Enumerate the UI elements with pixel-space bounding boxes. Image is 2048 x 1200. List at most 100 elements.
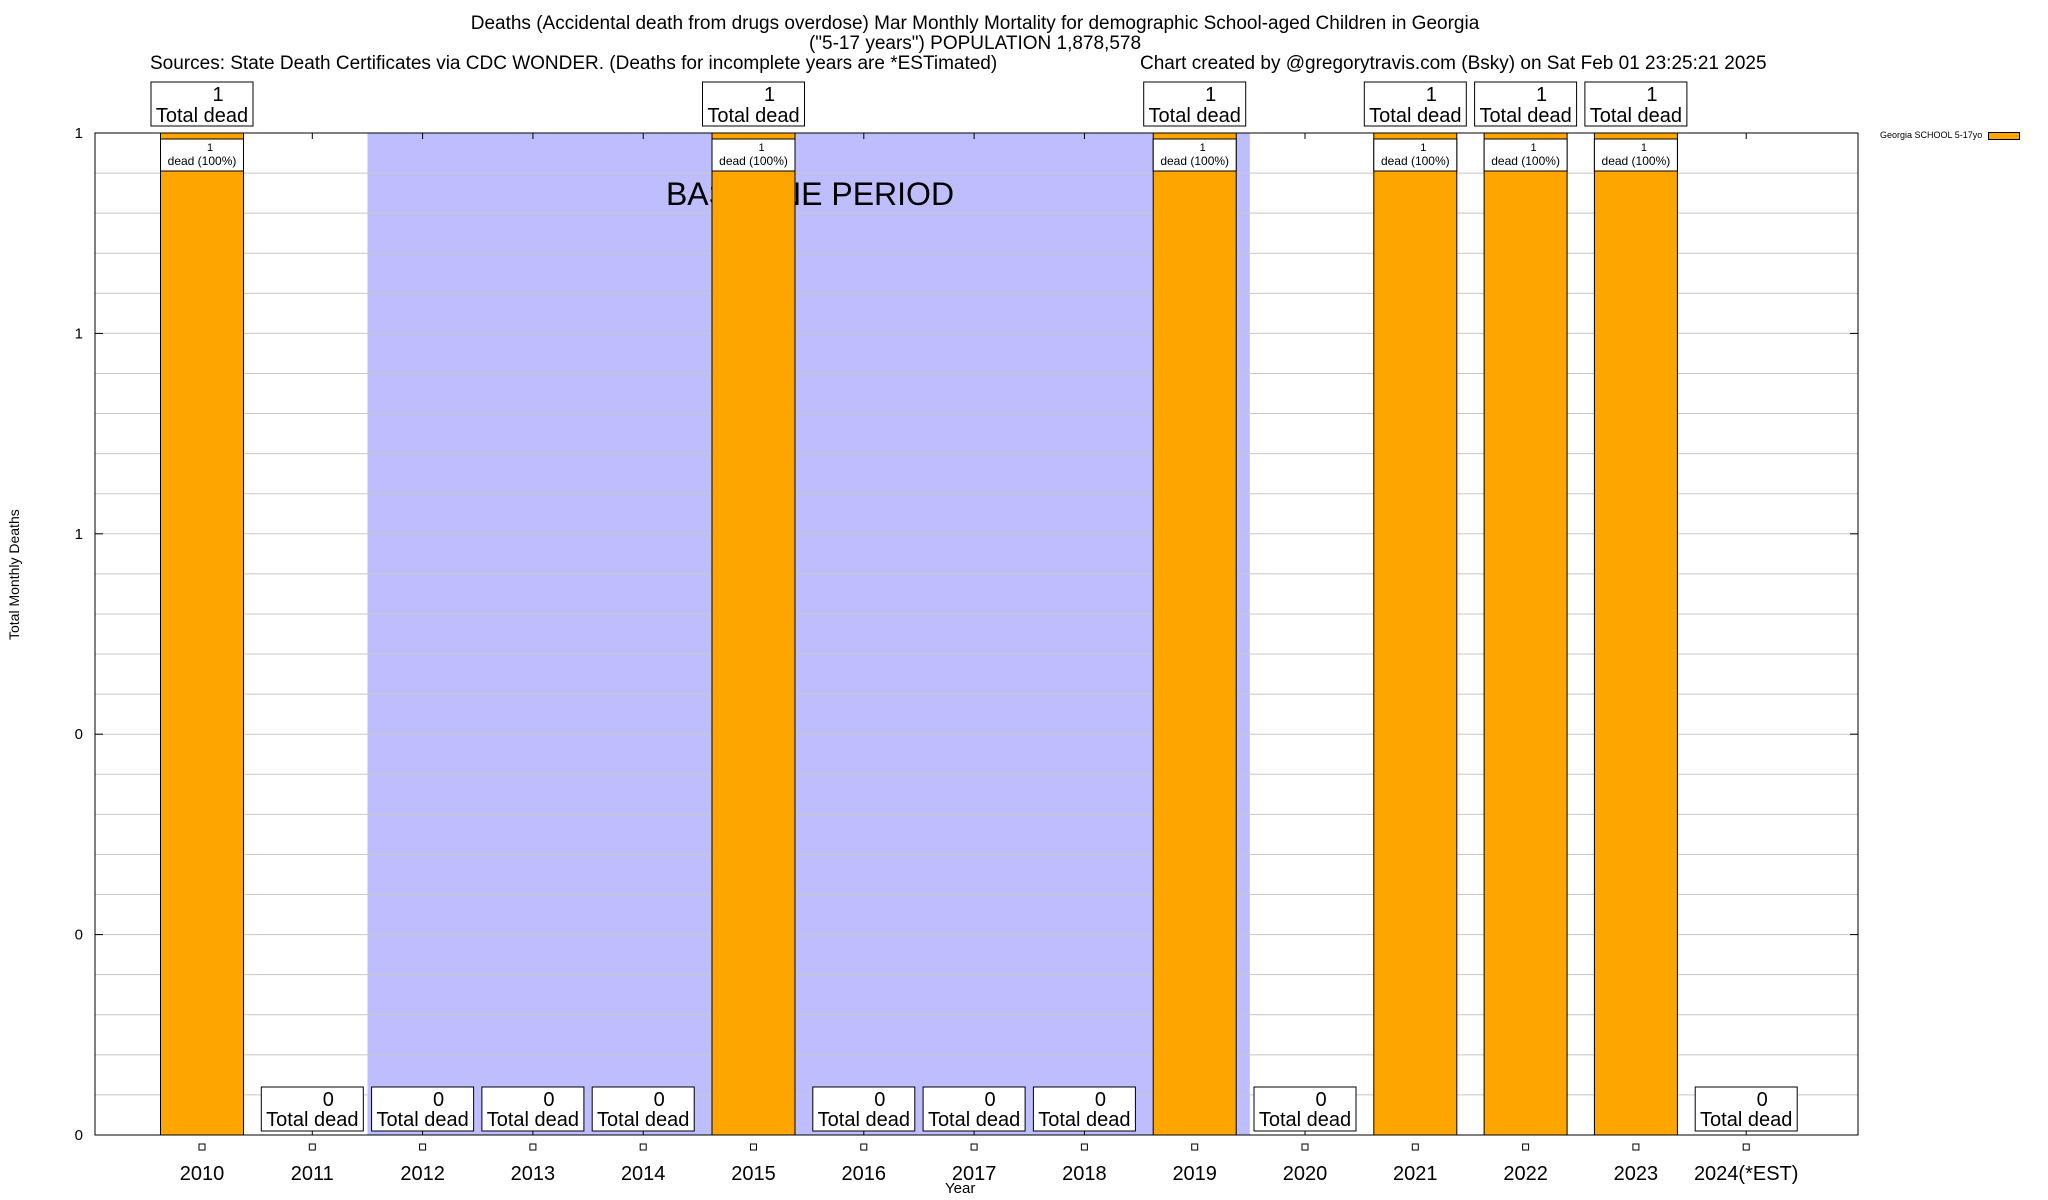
bar-inner-label-value: 1 [1420,142,1426,154]
legend-swatch [1988,131,2021,140]
total-label-value: 1 [1646,84,1657,106]
x-tick-label: 2013 [511,1163,556,1185]
bar-inner-label-value: 1 [207,142,213,154]
x-tick-label: 2021 [1393,1163,1438,1185]
bar-inner-label-box [711,138,796,172]
total-label-text: Total dead [1369,105,1461,127]
y-tick-label: 1 [75,526,83,543]
bar-inner-label-box [1593,138,1678,172]
chart-title-line1: Deaths (Accidental death from drugs over… [470,13,1480,34]
total-label-text: Total dead [707,105,799,127]
x-marker [198,1143,206,1151]
total-label-text: Total dead [1259,1109,1351,1131]
x-tick-label: 2023 [1614,1163,1659,1185]
total-label-value: 0 [433,1089,444,1111]
total-label-text: Total dead [487,1109,579,1131]
total-label-value: 0 [985,1089,996,1111]
bar [1152,132,1237,1136]
bar-inner-label-text: dead (100%) [1491,154,1560,168]
x-marker [1632,1143,1640,1151]
total-label-text: Total dead [266,1109,358,1131]
bar-inner-label-value: 1 [1200,142,1206,154]
x-marker [970,1143,978,1151]
legend-label: Georgia SCHOOL 5-17yo [1880,130,1983,140]
total-label-box [1032,1086,1136,1132]
x-tick-label: 2011 [291,1163,334,1185]
chart-credit: Chart created by @gregorytravis.com (Bsk… [1140,53,1767,74]
x-tick-label: 2018 [1062,1163,1107,1185]
x-tick-label: 2015 [731,1163,776,1185]
total-label-box [1143,81,1247,127]
bar-inner-label-text: dead (100%) [719,154,788,168]
plot-frame [94,132,1859,1136]
total-label-text: Total dead [376,1109,468,1131]
total-label-value: 0 [1095,1089,1106,1111]
total-label-value: 0 [874,1089,885,1111]
total-label-value: 0 [1757,1089,1768,1111]
total-label-value: 1 [764,84,775,106]
x-tick-label: 2012 [400,1163,445,1185]
total-label-value: 0 [543,1089,554,1111]
total-label-box [260,1086,364,1132]
bar-inner-label-box [1483,138,1568,172]
x-marker [1080,1143,1088,1151]
x-tick-label: 2016 [842,1163,887,1185]
x-marker [1301,1143,1309,1151]
x-tick-label: 2022 [1503,1163,1548,1185]
total-label-box [150,81,254,127]
bar [1373,132,1458,1136]
total-label-box [702,81,805,127]
bar-inner-label-value: 1 [1641,142,1647,154]
x-axis-label: Year [945,1180,976,1197]
total-label-text: Total dead [1149,105,1241,127]
total-label-box [812,1086,916,1132]
total-label-text: Total dead [1038,1109,1130,1131]
x-tick-label: 2010 [180,1163,225,1185]
x-marker [750,1143,757,1151]
baseline-period-shade [367,133,1250,1135]
total-label-box [1363,81,1467,127]
total-label-value: 0 [323,1089,334,1111]
total-label-box [922,1086,1026,1132]
total-label-value: 1 [212,84,223,106]
bar-inner-label-value: 1 [1531,142,1537,154]
y-tick-label: 0 [75,726,83,743]
bar-inner-label-value: 1 [758,142,764,154]
bar [160,132,244,1136]
x-tick-label: 2017 [952,1163,997,1185]
bar [711,132,796,1136]
total-label-box [591,1086,695,1132]
total-label-box [1694,1086,1798,1132]
y-tick-label: 0 [75,1127,83,1144]
x-marker [1522,1143,1530,1151]
total-label-value: 1 [1536,84,1547,106]
y-axis-label: Total Monthly Deaths [6,509,22,640]
bar-inner-label-box [1152,138,1237,172]
total-label-value: 1 [1426,84,1437,106]
x-marker [529,1143,537,1151]
bar-inner-label-text: dead (100%) [1160,154,1229,168]
x-tick-label: 2014 [621,1163,666,1185]
total-label-value: 0 [1315,1089,1326,1111]
total-label-value: 1 [1205,84,1216,106]
total-label-box [371,1086,475,1132]
bar-inner-label-box [1373,138,1458,172]
total-label-text: Total dead [1700,1109,1792,1131]
x-tick-label: 2024(*EST) [1694,1163,1799,1185]
chart-sources: Sources: State Death Certificates via CD… [150,53,998,74]
x-marker [1411,1143,1419,1151]
x-tick-label: 2020 [1283,1163,1328,1185]
bar-inner-label-text: dead (100%) [1602,154,1671,168]
total-label-value: 0 [654,1089,665,1111]
bar-inner-label-text: dead (100%) [1381,154,1450,168]
total-label-box [481,1086,585,1132]
total-label-box [1584,81,1688,127]
total-label-text: Total dead [156,105,248,127]
total-label-box [1253,1086,1357,1132]
x-tick-label: 2019 [1172,1163,1217,1185]
x-marker [419,1143,427,1151]
total-label-text: Total dead [1479,105,1571,127]
total-label-text: Total dead [818,1109,910,1131]
bar-inner-label-text: dead (100%) [168,154,237,168]
